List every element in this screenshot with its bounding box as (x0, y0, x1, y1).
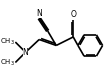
Text: CH$_3$: CH$_3$ (0, 37, 15, 47)
Text: N: N (23, 48, 28, 57)
Text: O: O (70, 11, 76, 20)
Text: CH$_3$: CH$_3$ (0, 57, 15, 68)
Text: N: N (36, 9, 42, 18)
